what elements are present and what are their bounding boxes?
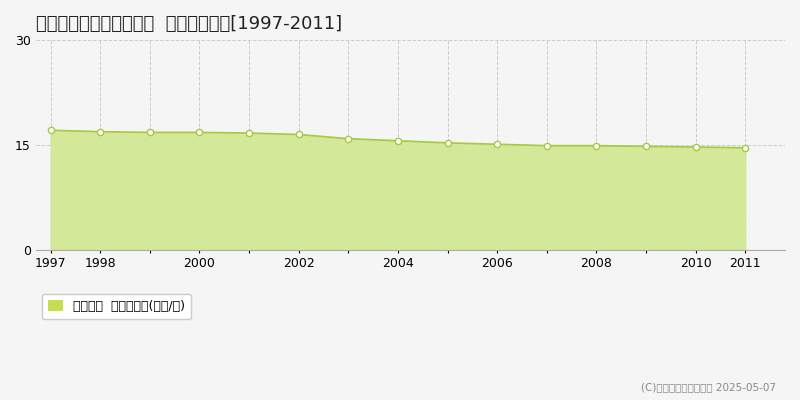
Legend: 基準地価  平均坪単価(万円/坪): 基準地価 平均坪単価(万円/坪): [42, 294, 191, 319]
Text: (C)土地価格ドットコム 2025-05-07: (C)土地価格ドットコム 2025-05-07: [641, 382, 776, 392]
Text: 員弁郡東員町六把野新田  基準地価推移[1997-2011]: 員弁郡東員町六把野新田 基準地価推移[1997-2011]: [36, 15, 342, 33]
